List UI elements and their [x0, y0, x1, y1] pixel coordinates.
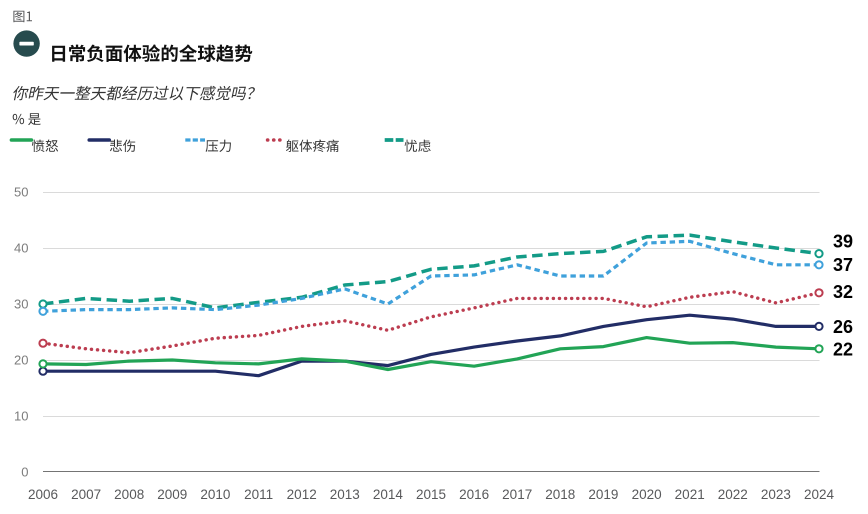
svg-text:2017: 2017 — [502, 487, 532, 502]
svg-text:10: 10 — [14, 409, 28, 424]
svg-text:32: 32 — [833, 282, 853, 302]
svg-text:2014: 2014 — [373, 487, 404, 502]
svg-text:22: 22 — [833, 340, 853, 360]
svg-text:39: 39 — [833, 232, 853, 252]
svg-text:2018: 2018 — [545, 487, 575, 502]
svg-text:37: 37 — [833, 255, 853, 275]
svg-text:2007: 2007 — [71, 487, 101, 502]
svg-text:20: 20 — [14, 353, 28, 368]
svg-text:2009: 2009 — [157, 487, 187, 502]
svg-text:40: 40 — [14, 241, 28, 256]
svg-text:2015: 2015 — [416, 487, 446, 502]
svg-text:2023: 2023 — [761, 487, 791, 502]
svg-text:2020: 2020 — [632, 487, 662, 502]
svg-text:2012: 2012 — [287, 487, 317, 502]
svg-text:0: 0 — [21, 465, 28, 480]
svg-text:50: 50 — [14, 185, 28, 200]
svg-text:2010: 2010 — [200, 487, 230, 502]
svg-text:2006: 2006 — [28, 487, 58, 502]
svg-text:2021: 2021 — [675, 487, 705, 502]
svg-text:2022: 2022 — [718, 487, 748, 502]
svg-text:26: 26 — [833, 317, 853, 337]
svg-text:2011: 2011 — [244, 487, 273, 502]
svg-text:2008: 2008 — [114, 487, 144, 502]
svg-text:2016: 2016 — [459, 487, 489, 502]
svg-text:2024: 2024 — [804, 487, 835, 502]
svg-text:2019: 2019 — [588, 487, 618, 502]
svg-text:2013: 2013 — [330, 487, 360, 502]
svg-text:30: 30 — [14, 297, 28, 312]
